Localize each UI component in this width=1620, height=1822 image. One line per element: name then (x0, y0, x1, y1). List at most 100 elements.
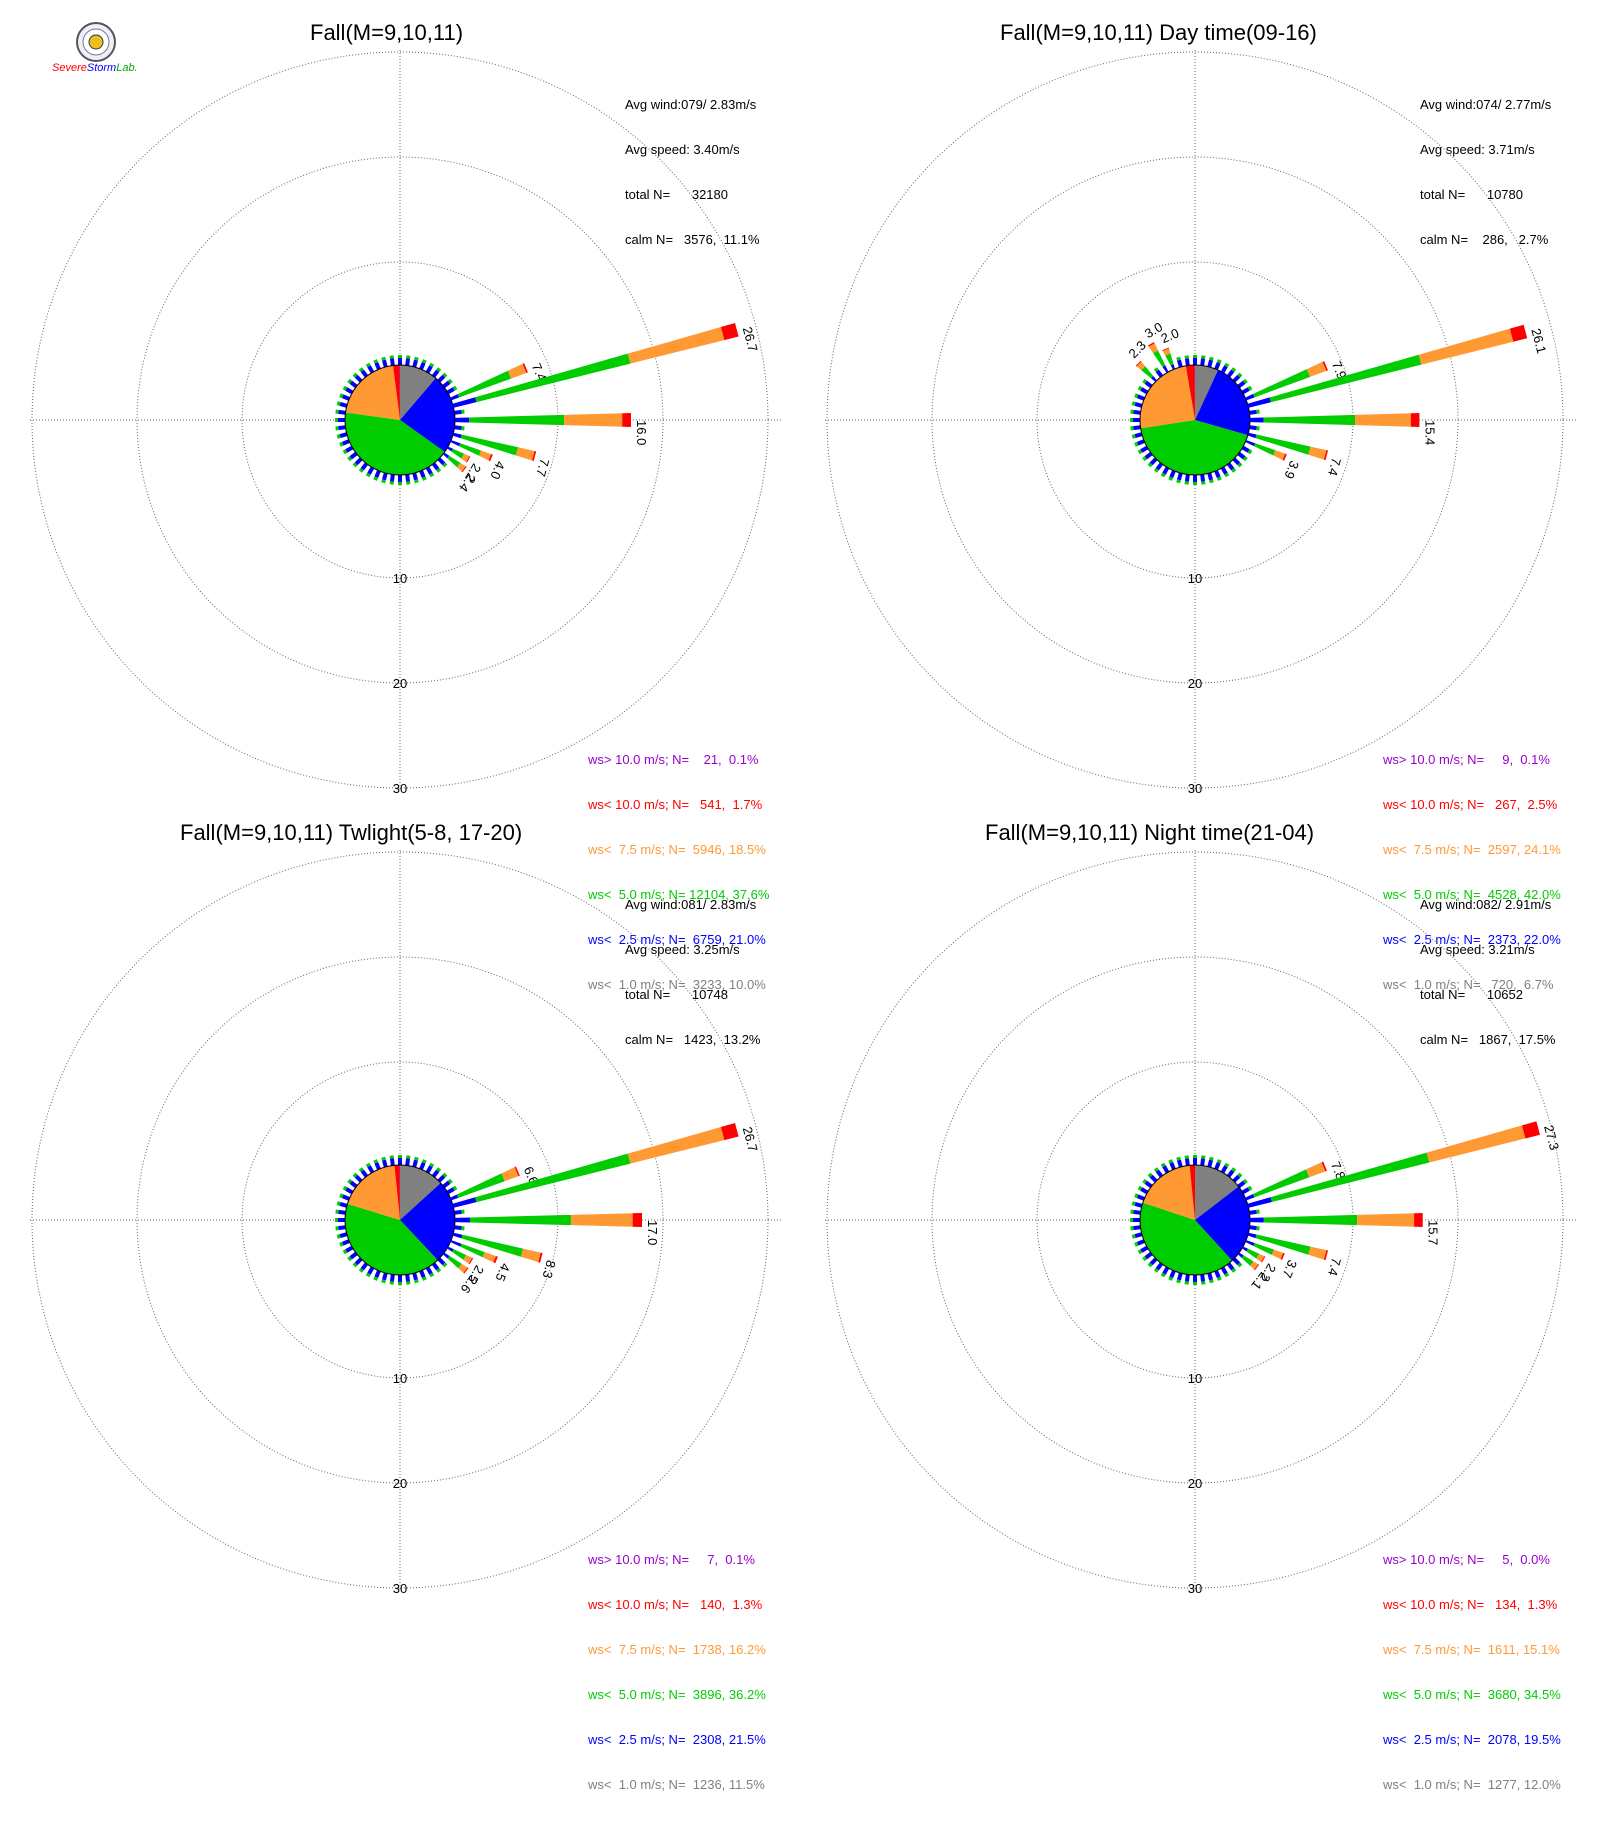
stub-spoke (1239, 464, 1241, 466)
stub-spoke (1179, 1160, 1181, 1167)
stub-spoke (383, 480, 384, 483)
stub-spoke (1138, 396, 1144, 399)
stub-spoke (407, 359, 408, 366)
stub-spoke (1209, 473, 1211, 480)
stub-spoke (340, 1204, 347, 1206)
spoke-band (453, 433, 462, 438)
stub-spoke (1228, 1171, 1232, 1177)
spoke-band (483, 1252, 496, 1262)
stub-spoke (439, 1176, 444, 1181)
stub-spoke (1135, 434, 1142, 436)
stub-spoke (375, 360, 376, 363)
stub-spoke (1141, 389, 1147, 393)
stub-spoke (1163, 1274, 1165, 1277)
stub-spoke (424, 1277, 425, 1280)
stub-spoke (1244, 458, 1246, 460)
spoke-value-label: 15.7 (1426, 1220, 1441, 1245)
legend-ws-lt10: ws< 10.0 m/s; N= 134, 1.3% (1383, 1597, 1561, 1612)
legend-ws-lt7-5: ws< 7.5 m/s; N= 1738, 16.2% (588, 1642, 766, 1657)
stub-spoke (376, 471, 379, 477)
legend-ws-lt1: ws< 1.0 m/s; N= 1236, 11.5% (588, 1777, 766, 1792)
stub-spoke (337, 436, 340, 437)
stub-spoke (439, 376, 444, 381)
stub-spoke (1164, 468, 1168, 474)
stub-spoke (1216, 1163, 1219, 1169)
stub-spoke (1178, 480, 1179, 483)
stub-spoke (1139, 388, 1142, 390)
legend-ws-gt10: ws> 10.0 m/s; N= 7, 0.1% (588, 1552, 766, 1567)
legend-ws-gt10: ws> 10.0 m/s; N= 21, 0.1% (588, 752, 769, 767)
spoke-value-label: 7.4 (1325, 1256, 1344, 1277)
stub-spoke (416, 1280, 417, 1283)
spoke-band (450, 394, 459, 400)
stub-spoke (428, 1268, 432, 1274)
spoke-value-label: 26.7 (740, 325, 761, 353)
stub-spoke (438, 1168, 440, 1170)
stub-spoke (343, 1241, 349, 1244)
spoke-band (521, 1249, 541, 1263)
stub-spoke (444, 382, 450, 386)
spoke-band (1307, 362, 1327, 377)
stub-spoke (1139, 451, 1142, 453)
stub-spoke (340, 434, 347, 436)
stub-spoke (1239, 1264, 1241, 1266)
stub-spoke (1243, 1189, 1249, 1193)
stub-spoke (1138, 441, 1144, 444)
stub-spoke (1239, 382, 1245, 386)
stub-spoke (351, 1182, 357, 1186)
stub-spoke (362, 371, 366, 377)
spoke-band (1248, 397, 1271, 407)
stub-spoke (1170, 1277, 1171, 1280)
calm-n: calm N= 286, 2.7% (1420, 232, 1551, 247)
stub-spoke (424, 360, 425, 363)
spoke-band (450, 1240, 461, 1247)
spoke-value-label: 16.0 (634, 420, 649, 445)
stub-spoke (416, 480, 417, 483)
stub-spoke (1132, 1236, 1135, 1237)
stub-spoke (1134, 412, 1141, 413)
spoke-band (1254, 443, 1276, 455)
stub-spoke (1187, 1275, 1188, 1282)
spoke-band (1153, 350, 1165, 366)
stub-spoke (375, 1160, 376, 1163)
stub-spoke (421, 1163, 424, 1169)
stub-spoke (1163, 474, 1165, 477)
stub-spoke (1157, 464, 1161, 470)
spoke-value-label: 4.5 (492, 1261, 513, 1283)
stub-spoke (1249, 451, 1252, 453)
spoke-band (1264, 415, 1355, 425)
stub-spoke (348, 1258, 350, 1260)
stub-spoke (1249, 1188, 1252, 1190)
stub-spoke (416, 1157, 417, 1160)
stub-spoke (1163, 1164, 1165, 1167)
stub-spoke (1155, 469, 1157, 471)
stub-spoke (348, 458, 350, 460)
stub-spoke (337, 1236, 340, 1237)
spoke-band (1256, 435, 1311, 455)
spoke-value-label: 3.7 (1279, 1258, 1300, 1280)
stub-spoke (356, 376, 361, 381)
stub-spoke (344, 388, 347, 390)
stub-spoke (1171, 1271, 1174, 1277)
stub-spoke (1178, 357, 1179, 360)
stub-spoke (348, 380, 350, 382)
stub-spoke (1135, 1244, 1138, 1245)
stub-spoke (455, 427, 462, 428)
stub-spoke (1134, 1227, 1141, 1228)
stub-spoke (1244, 380, 1246, 382)
spoke-band (1250, 418, 1264, 423)
stub-spoke (1187, 1159, 1188, 1166)
legend-ws-lt5: ws< 5.0 m/s; N= 3896, 36.2% (588, 1687, 766, 1702)
stub-spoke (1178, 1157, 1179, 1160)
stub-spoke (1202, 359, 1203, 366)
spoke-band (1248, 1233, 1257, 1238)
stub-spoke (1135, 444, 1138, 445)
stub-spoke (383, 1157, 384, 1160)
stub-spoke (1141, 1189, 1147, 1193)
pie-slice (346, 365, 400, 420)
avg-speed: Avg speed: 3.21m/s (1420, 942, 1556, 957)
stub-spoke (1234, 376, 1239, 381)
stub-spoke (1146, 382, 1152, 386)
stub-spoke (354, 1264, 356, 1266)
